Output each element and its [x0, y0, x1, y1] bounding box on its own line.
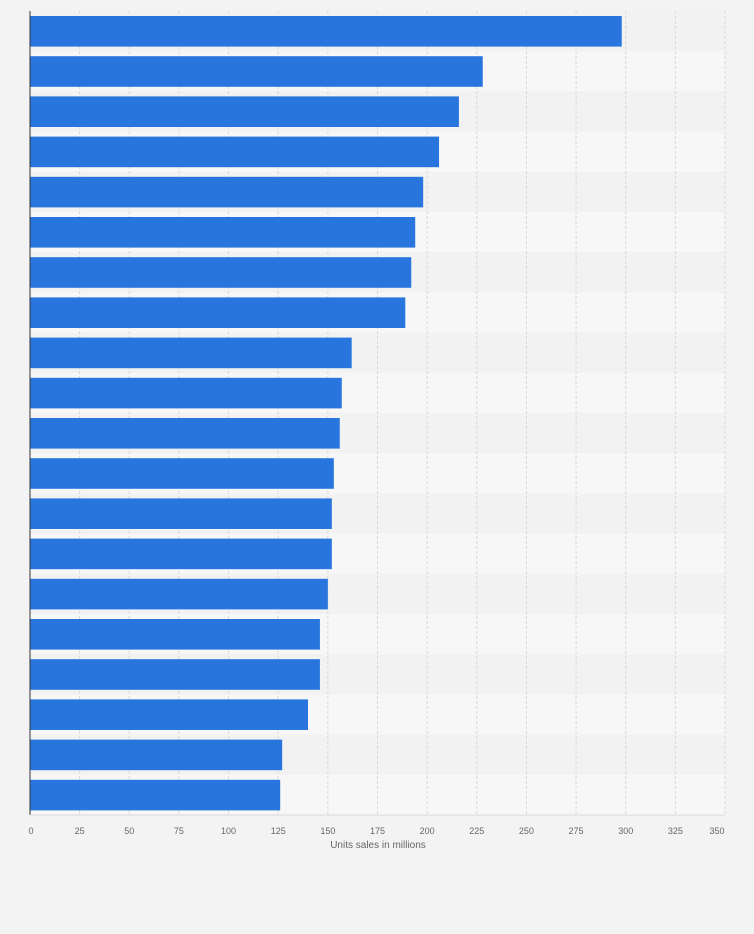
x-tick-label: 100: [221, 826, 236, 836]
bar[interactable]: [30, 297, 406, 328]
bar[interactable]: [30, 16, 622, 47]
x-tick-label: 225: [469, 826, 484, 836]
x-tick-label: 50: [124, 826, 134, 836]
bar[interactable]: [30, 377, 342, 409]
bar[interactable]: [30, 337, 352, 369]
bar[interactable]: [30, 217, 416, 248]
bar[interactable]: [30, 739, 283, 771]
bar[interactable]: [30, 136, 440, 168]
x-axis-label: Units sales in millions: [330, 840, 426, 851]
x-tick-label: 75: [174, 826, 184, 836]
x-tick-label: 350: [709, 826, 724, 836]
bar[interactable]: [30, 779, 281, 811]
bar[interactable]: [30, 578, 328, 610]
x-tick-label: 125: [271, 826, 286, 836]
bar[interactable]: [30, 96, 459, 127]
x-tick-label: 250: [519, 826, 534, 836]
bar[interactable]: [30, 257, 412, 288]
bar[interactable]: [30, 176, 424, 208]
x-tick-label: 25: [75, 826, 85, 836]
bar[interactable]: [30, 659, 320, 690]
x-tick-label: 300: [618, 826, 633, 836]
bar[interactable]: [30, 538, 332, 570]
x-tick-labels: 0 25 50 75 100 125 150 175 200 225 250 275 300 325 350: [28, 826, 724, 836]
x-tick-label: 150: [320, 826, 335, 836]
bar[interactable]: [30, 498, 332, 529]
x-tick-label: 175: [370, 826, 385, 836]
bar[interactable]: [30, 56, 483, 87]
bar[interactable]: [30, 458, 334, 489]
x-tick-label: 200: [420, 826, 435, 836]
x-tick-label: 0: [28, 826, 33, 836]
bar[interactable]: [30, 619, 320, 650]
bar[interactable]: [30, 699, 308, 730]
x-tick-label: 325: [668, 826, 683, 836]
bars: [30, 16, 622, 811]
x-tick-label: 275: [569, 826, 584, 836]
bar[interactable]: [30, 418, 340, 449]
axes: [29, 11, 725, 816]
